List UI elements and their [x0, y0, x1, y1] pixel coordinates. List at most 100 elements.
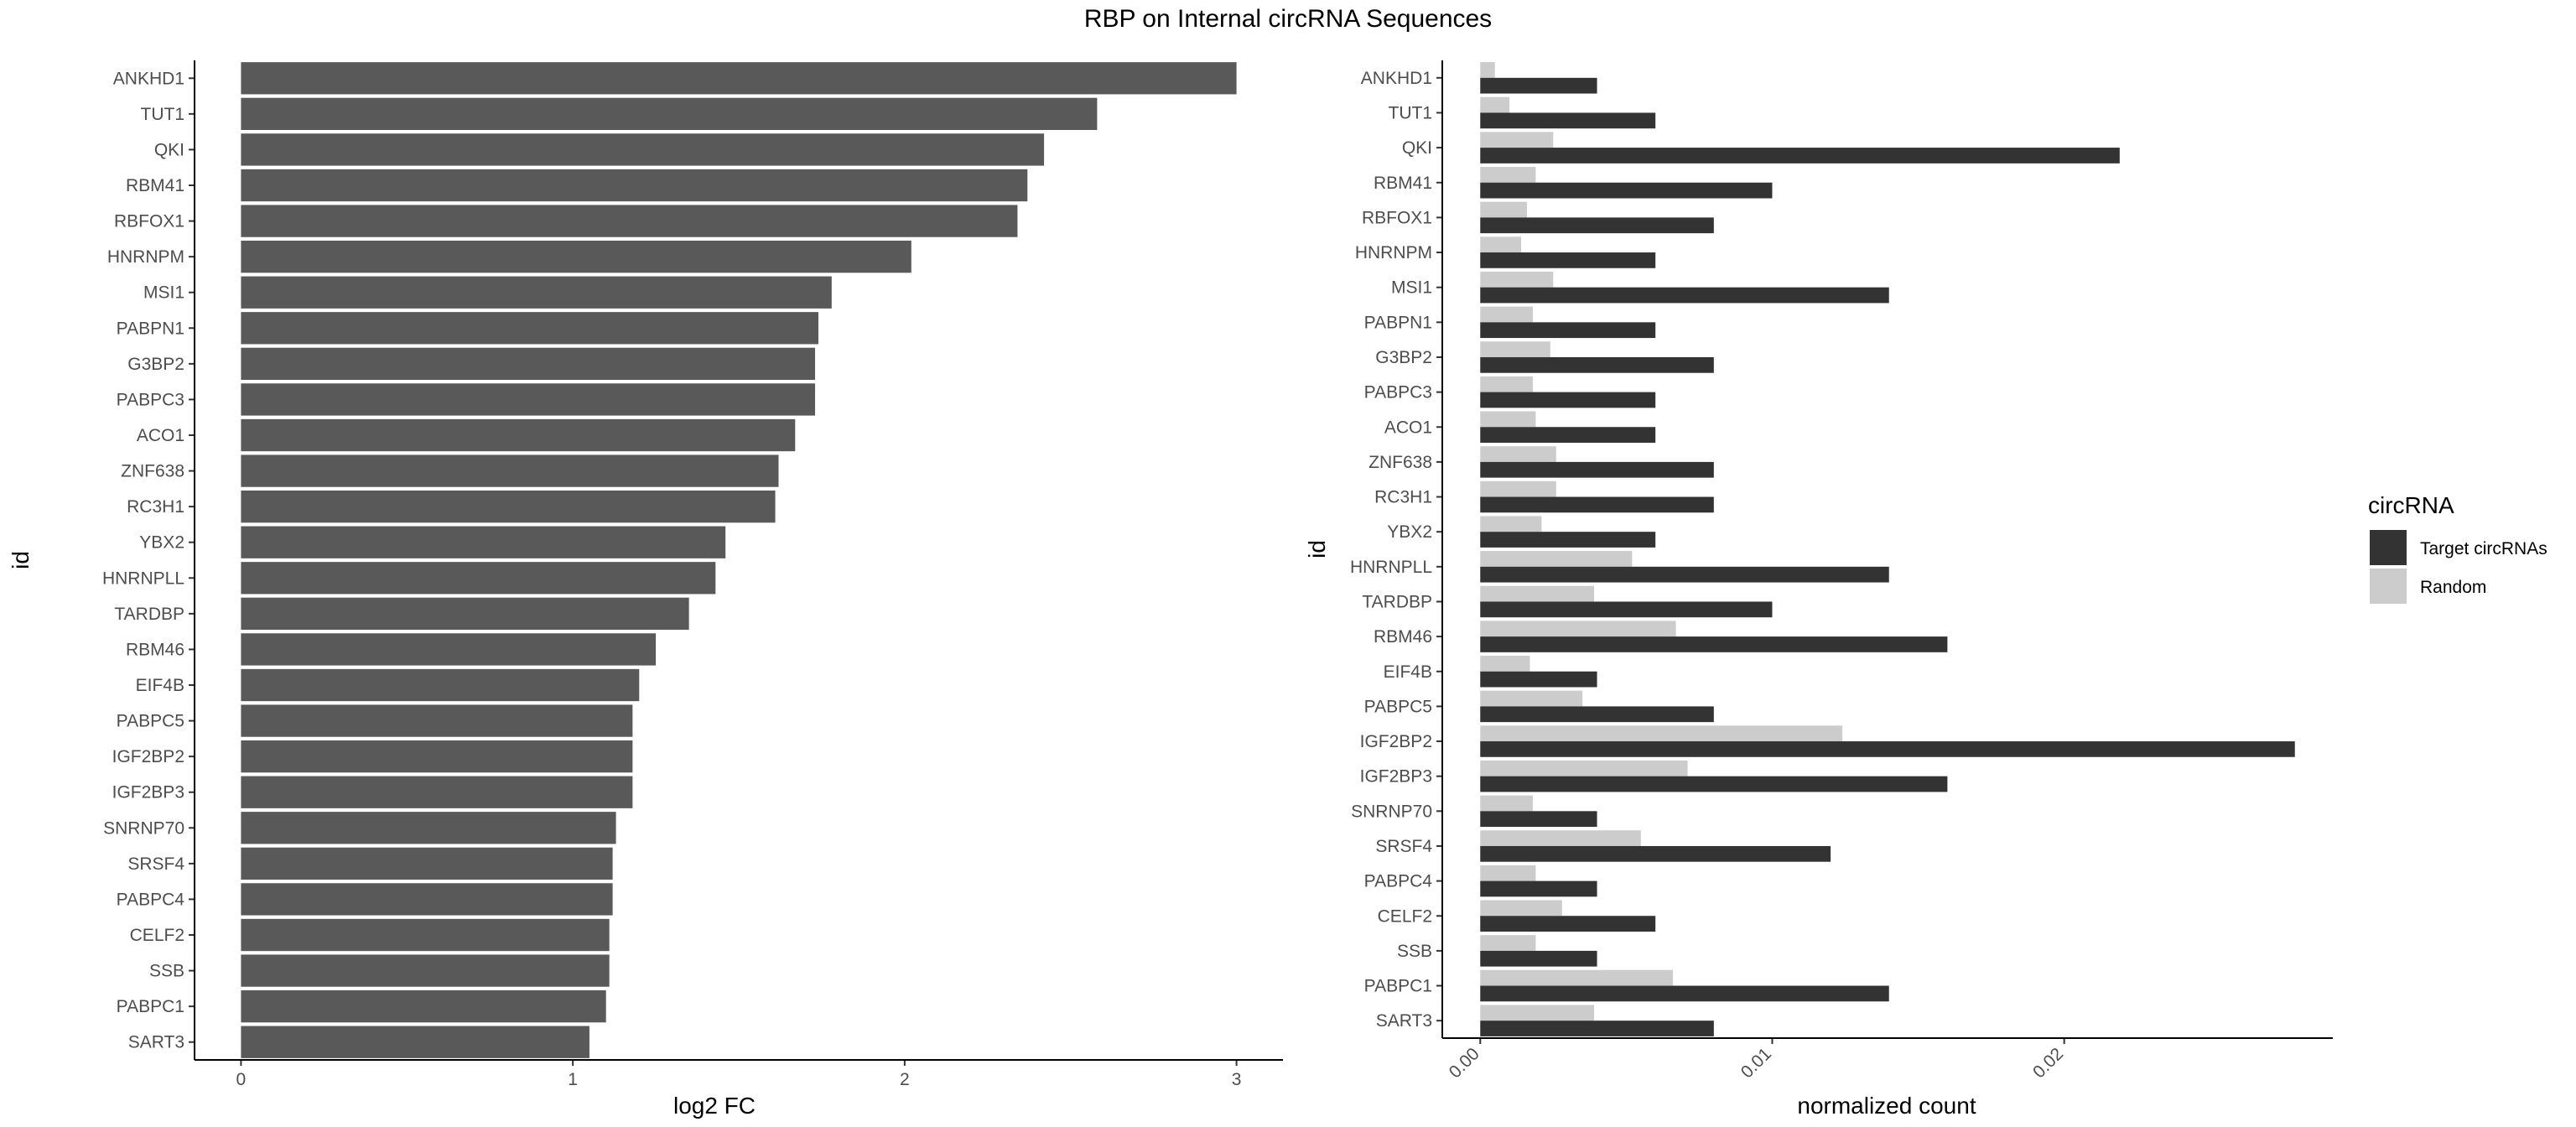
- fc-y-tick-rbm41: RBM41: [126, 176, 184, 195]
- count-y-tick-pabpc3: PABPC3: [1364, 383, 1432, 402]
- fc-bar-hnrnpll: [241, 562, 716, 595]
- count-y-tick-pabpc1: PABPC1: [1364, 977, 1432, 996]
- count-y-tick-eif4b: EIF4B: [1384, 662, 1432, 682]
- fc-y-tick-celf2: CELF2: [130, 926, 184, 945]
- target-bar-ankhd1: [1480, 77, 1597, 94]
- count-y-tick-pabpc4: PABPC4: [1364, 872, 1433, 891]
- fc-bar-pabpc4: [241, 883, 613, 916]
- count-y-tick-hnrnpll: HNRNPLL: [1350, 558, 1432, 577]
- target-bar-tardbp: [1480, 601, 1773, 618]
- count-x-tick-0-01: 0.01: [1737, 1044, 1775, 1082]
- fold-change-panel: ANKHD1 TUT1 QKI RBM41 RBFOX1 HNRNPM MSI1 PABPN1…: [8, 60, 1283, 1119]
- fc-y-tick-ssb: SSB: [149, 962, 184, 981]
- count-x-tick-0-00: 0.00: [1446, 1044, 1483, 1082]
- count-y-tick-rbm46: RBM46: [1374, 627, 1432, 647]
- fc-y-tick-igf2bp2: IGF2BP2: [112, 747, 184, 766]
- fc-bar-rbm46: [241, 633, 657, 666]
- random-bar-celf2: [1480, 900, 1562, 917]
- count-y-tick-g3bp2: G3BP2: [1375, 348, 1432, 367]
- target-bar-znf638: [1480, 461, 1714, 478]
- random-bar-msi1: [1480, 271, 1554, 288]
- count-y-tick-ssb: SSB: [1397, 942, 1432, 961]
- count-y-tick-rc3h1: RC3H1: [1374, 488, 1432, 507]
- random-bar-ankhd1: [1480, 62, 1495, 78]
- target-bar-ybx2: [1480, 532, 1656, 548]
- figure-title: RBP on Internal circRNA Sequences: [1084, 5, 1492, 33]
- fc-x-tick-1: 1: [568, 1070, 578, 1089]
- random-bar-rc3h1: [1480, 480, 1556, 497]
- fc-bar-rbfox1: [241, 205, 1018, 237]
- fc-bar-pabpc1: [241, 989, 606, 1023]
- fc-bar-qki: [241, 133, 1045, 166]
- target-bar-ssb: [1480, 950, 1597, 967]
- fc-bar-ankhd1: [241, 62, 1237, 95]
- target-bar-hnrnpll: [1480, 566, 1889, 583]
- fold-change-bars: [241, 62, 1237, 1058]
- count-y-tick-srsf4: SRSF4: [1375, 837, 1432, 856]
- normalized-count-panel: ANKHD1 TUT1 QKI RBM41 RBFOX1 HNRNPM MSI1 PABPN1…: [1304, 60, 2333, 1119]
- target-bar-rc3h1: [1480, 496, 1714, 513]
- fc-bar-tardbp: [241, 597, 689, 631]
- fc-y-tick-pabpc5: PABPC5: [117, 712, 184, 731]
- fc-bar-ssb: [241, 954, 610, 987]
- fc-y-tick-pabpc1: PABPC1: [117, 997, 184, 1016]
- fc-y-tick-sart3: SART3: [128, 1033, 184, 1052]
- fc-bar-celf2: [241, 918, 610, 952]
- random-bar-rbfox1: [1480, 201, 1527, 218]
- fc-y-tick-hnrnpll: HNRNPLL: [102, 569, 184, 588]
- target-bar-eif4b: [1480, 671, 1597, 688]
- fold-change-y-axis-title: id: [8, 551, 34, 569]
- fold-change-y-tick-labels: ANKHD1 TUT1 QKI RBM41 RBFOX1 HNRNPM MSI1 PABPN1…: [102, 69, 195, 1052]
- count-y-tick-qki: QKI: [1402, 138, 1432, 158]
- count-y-tick-pabpc5: PABPC5: [1364, 697, 1432, 716]
- fc-bar-ybx2: [241, 526, 726, 558]
- fc-y-tick-tardbp: TARDBP: [114, 605, 184, 624]
- target-bar-hnrnpm: [1480, 252, 1656, 268]
- target-bar-pabpc1: [1480, 985, 1889, 1002]
- fc-y-tick-igf2bp3: IGF2BP3: [112, 783, 184, 802]
- random-bar-pabpc4: [1480, 865, 1536, 881]
- random-bar-rbm41: [1480, 167, 1536, 183]
- random-bar-eif4b: [1480, 656, 1530, 672]
- fc-y-tick-srsf4: SRSF4: [127, 854, 184, 874]
- random-bar-igf2bp3: [1480, 760, 1688, 776]
- legend-label-target-circrnas: Target circRNAs: [2420, 539, 2547, 558]
- target-bar-srsf4: [1480, 845, 1831, 862]
- random-bar-pabpc1: [1480, 969, 1674, 986]
- fc-bar-pabpc5: [241, 704, 633, 737]
- random-bar-pabpn1: [1480, 306, 1533, 323]
- random-bar-igf2bp2: [1480, 725, 1843, 742]
- random-bar-sart3: [1480, 1005, 1595, 1021]
- normalized-count-x-axis-title: normalized count: [1797, 1093, 1976, 1119]
- count-y-tick-rbm41: RBM41: [1374, 174, 1432, 193]
- count-y-tick-tut1: TUT1: [1389, 103, 1433, 122]
- count-y-tick-igf2bp3: IGF2BP3: [1360, 767, 1432, 787]
- target-bar-qki: [1480, 148, 2120, 164]
- fc-y-tick-qki: QKI: [154, 140, 184, 159]
- count-y-tick-ybx2: YBX2: [1387, 522, 1432, 542]
- fc-y-tick-pabpc4: PABPC4: [117, 890, 185, 909]
- random-bar-g3bp2: [1480, 341, 1550, 357]
- target-bar-igf2bp2: [1480, 741, 2295, 757]
- target-bar-igf2bp3: [1480, 776, 1948, 792]
- legend-swatch-target-circrnas: [2370, 530, 2407, 565]
- fold-change-x-axis-title: log2 FC: [673, 1093, 756, 1119]
- fc-bar-igf2bp2: [241, 740, 633, 773]
- fc-y-tick-aco1: ACO1: [137, 426, 184, 445]
- fc-y-tick-tut1: TUT1: [141, 105, 185, 124]
- fc-bar-eif4b: [241, 668, 640, 702]
- target-bar-celf2: [1480, 916, 1656, 932]
- count-y-tick-msi1: MSI1: [1391, 278, 1432, 298]
- fc-bar-g3bp2: [241, 347, 816, 381]
- random-bar-snrnp70: [1480, 795, 1533, 812]
- fc-y-tick-ankhd1: ANKHD1: [113, 69, 184, 88]
- fc-bar-rc3h1: [241, 490, 776, 523]
- normalized-count-y-tick-labels: ANKHD1 TUT1 QKI RBM41 RBFOX1 HNRNPM MSI1 PABPN1…: [1350, 69, 1442, 1031]
- target-bar-pabpc4: [1480, 880, 1597, 897]
- fc-y-tick-g3bp2: G3BP2: [127, 355, 184, 374]
- normalized-count-bars: [1480, 62, 2295, 1036]
- random-bar-srsf4: [1480, 830, 1641, 846]
- count-y-tick-tardbp: TARDBP: [1362, 592, 1432, 611]
